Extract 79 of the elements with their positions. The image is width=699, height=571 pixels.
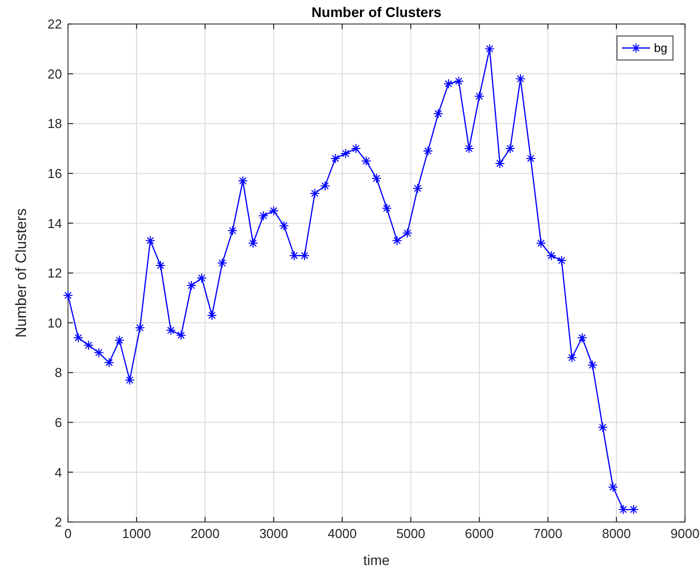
point [382, 203, 392, 214]
point [248, 238, 258, 248]
point [474, 91, 484, 102]
point [402, 228, 412, 238]
point [114, 335, 124, 346]
y-tick-label: 16 [48, 166, 62, 181]
point [577, 332, 588, 343]
point [587, 360, 598, 370]
point [422, 146, 433, 156]
y-tick-label: 12 [48, 266, 62, 281]
point [608, 482, 618, 492]
point [566, 352, 577, 363]
y-tick-label: 18 [48, 116, 62, 132]
point [156, 260, 166, 271]
y-tick-label: 20 [48, 66, 62, 82]
point [546, 250, 556, 261]
point [556, 256, 567, 266]
point [494, 158, 505, 168]
point [63, 290, 73, 300]
point [320, 180, 330, 191]
x-tick-label: 7000 [533, 526, 562, 541]
point [598, 422, 608, 432]
point [238, 176, 248, 186]
point [340, 148, 351, 158]
x-tick-label: 4000 [328, 526, 357, 541]
y-tick-label: 22 [48, 16, 62, 32]
x-tick-label: 6000 [464, 526, 494, 541]
point [505, 144, 516, 154]
point [300, 250, 310, 261]
point [310, 188, 320, 198]
point [206, 310, 217, 320]
point [278, 220, 289, 231]
point [350, 144, 361, 154]
point [145, 236, 156, 246]
x-tick-label: 2000 [190, 526, 220, 541]
point [104, 358, 114, 368]
point [186, 280, 196, 290]
point [515, 74, 526, 84]
point [628, 504, 639, 515]
point [618, 504, 628, 515]
y-tick-label: 6 [54, 414, 62, 430]
point [330, 153, 340, 164]
y-tick-label: 14 [48, 216, 62, 231]
point [392, 236, 402, 246]
x-tick-label: 3000 [259, 526, 288, 541]
x-tick-label: 8000 [602, 526, 631, 541]
point [361, 156, 372, 166]
point [412, 183, 423, 194]
y-tick-label: 8 [54, 365, 62, 380]
point [73, 332, 84, 343]
y-tick-label: 10 [48, 315, 62, 330]
point [176, 330, 186, 340]
point [217, 258, 228, 268]
chart-title: Number of Clusters [312, 4, 442, 20]
point [464, 144, 474, 154]
point [124, 375, 135, 386]
x-axis-title: time [363, 552, 390, 568]
y-tick-label: 4 [54, 464, 62, 480]
point [372, 173, 382, 184]
x-tick-label: 1000 [122, 526, 152, 541]
point [484, 44, 495, 54]
point [289, 250, 300, 261]
y-tick-label: 2 [54, 514, 62, 530]
point [268, 206, 279, 216]
y-axis-title: Number of Clusters [13, 208, 30, 338]
point [166, 325, 176, 336]
x-tick-label: 5000 [396, 526, 426, 541]
point [94, 348, 104, 358]
point [258, 210, 268, 221]
point [196, 272, 207, 283]
x-tick-label: 9000 [670, 526, 699, 541]
point [433, 108, 444, 119]
point [134, 322, 145, 333]
point [526, 153, 536, 164]
point [228, 226, 238, 236]
legend-label: bg [654, 41, 668, 56]
x-tick-label: 0 [64, 526, 72, 541]
point [536, 238, 546, 248]
point [84, 340, 94, 350]
